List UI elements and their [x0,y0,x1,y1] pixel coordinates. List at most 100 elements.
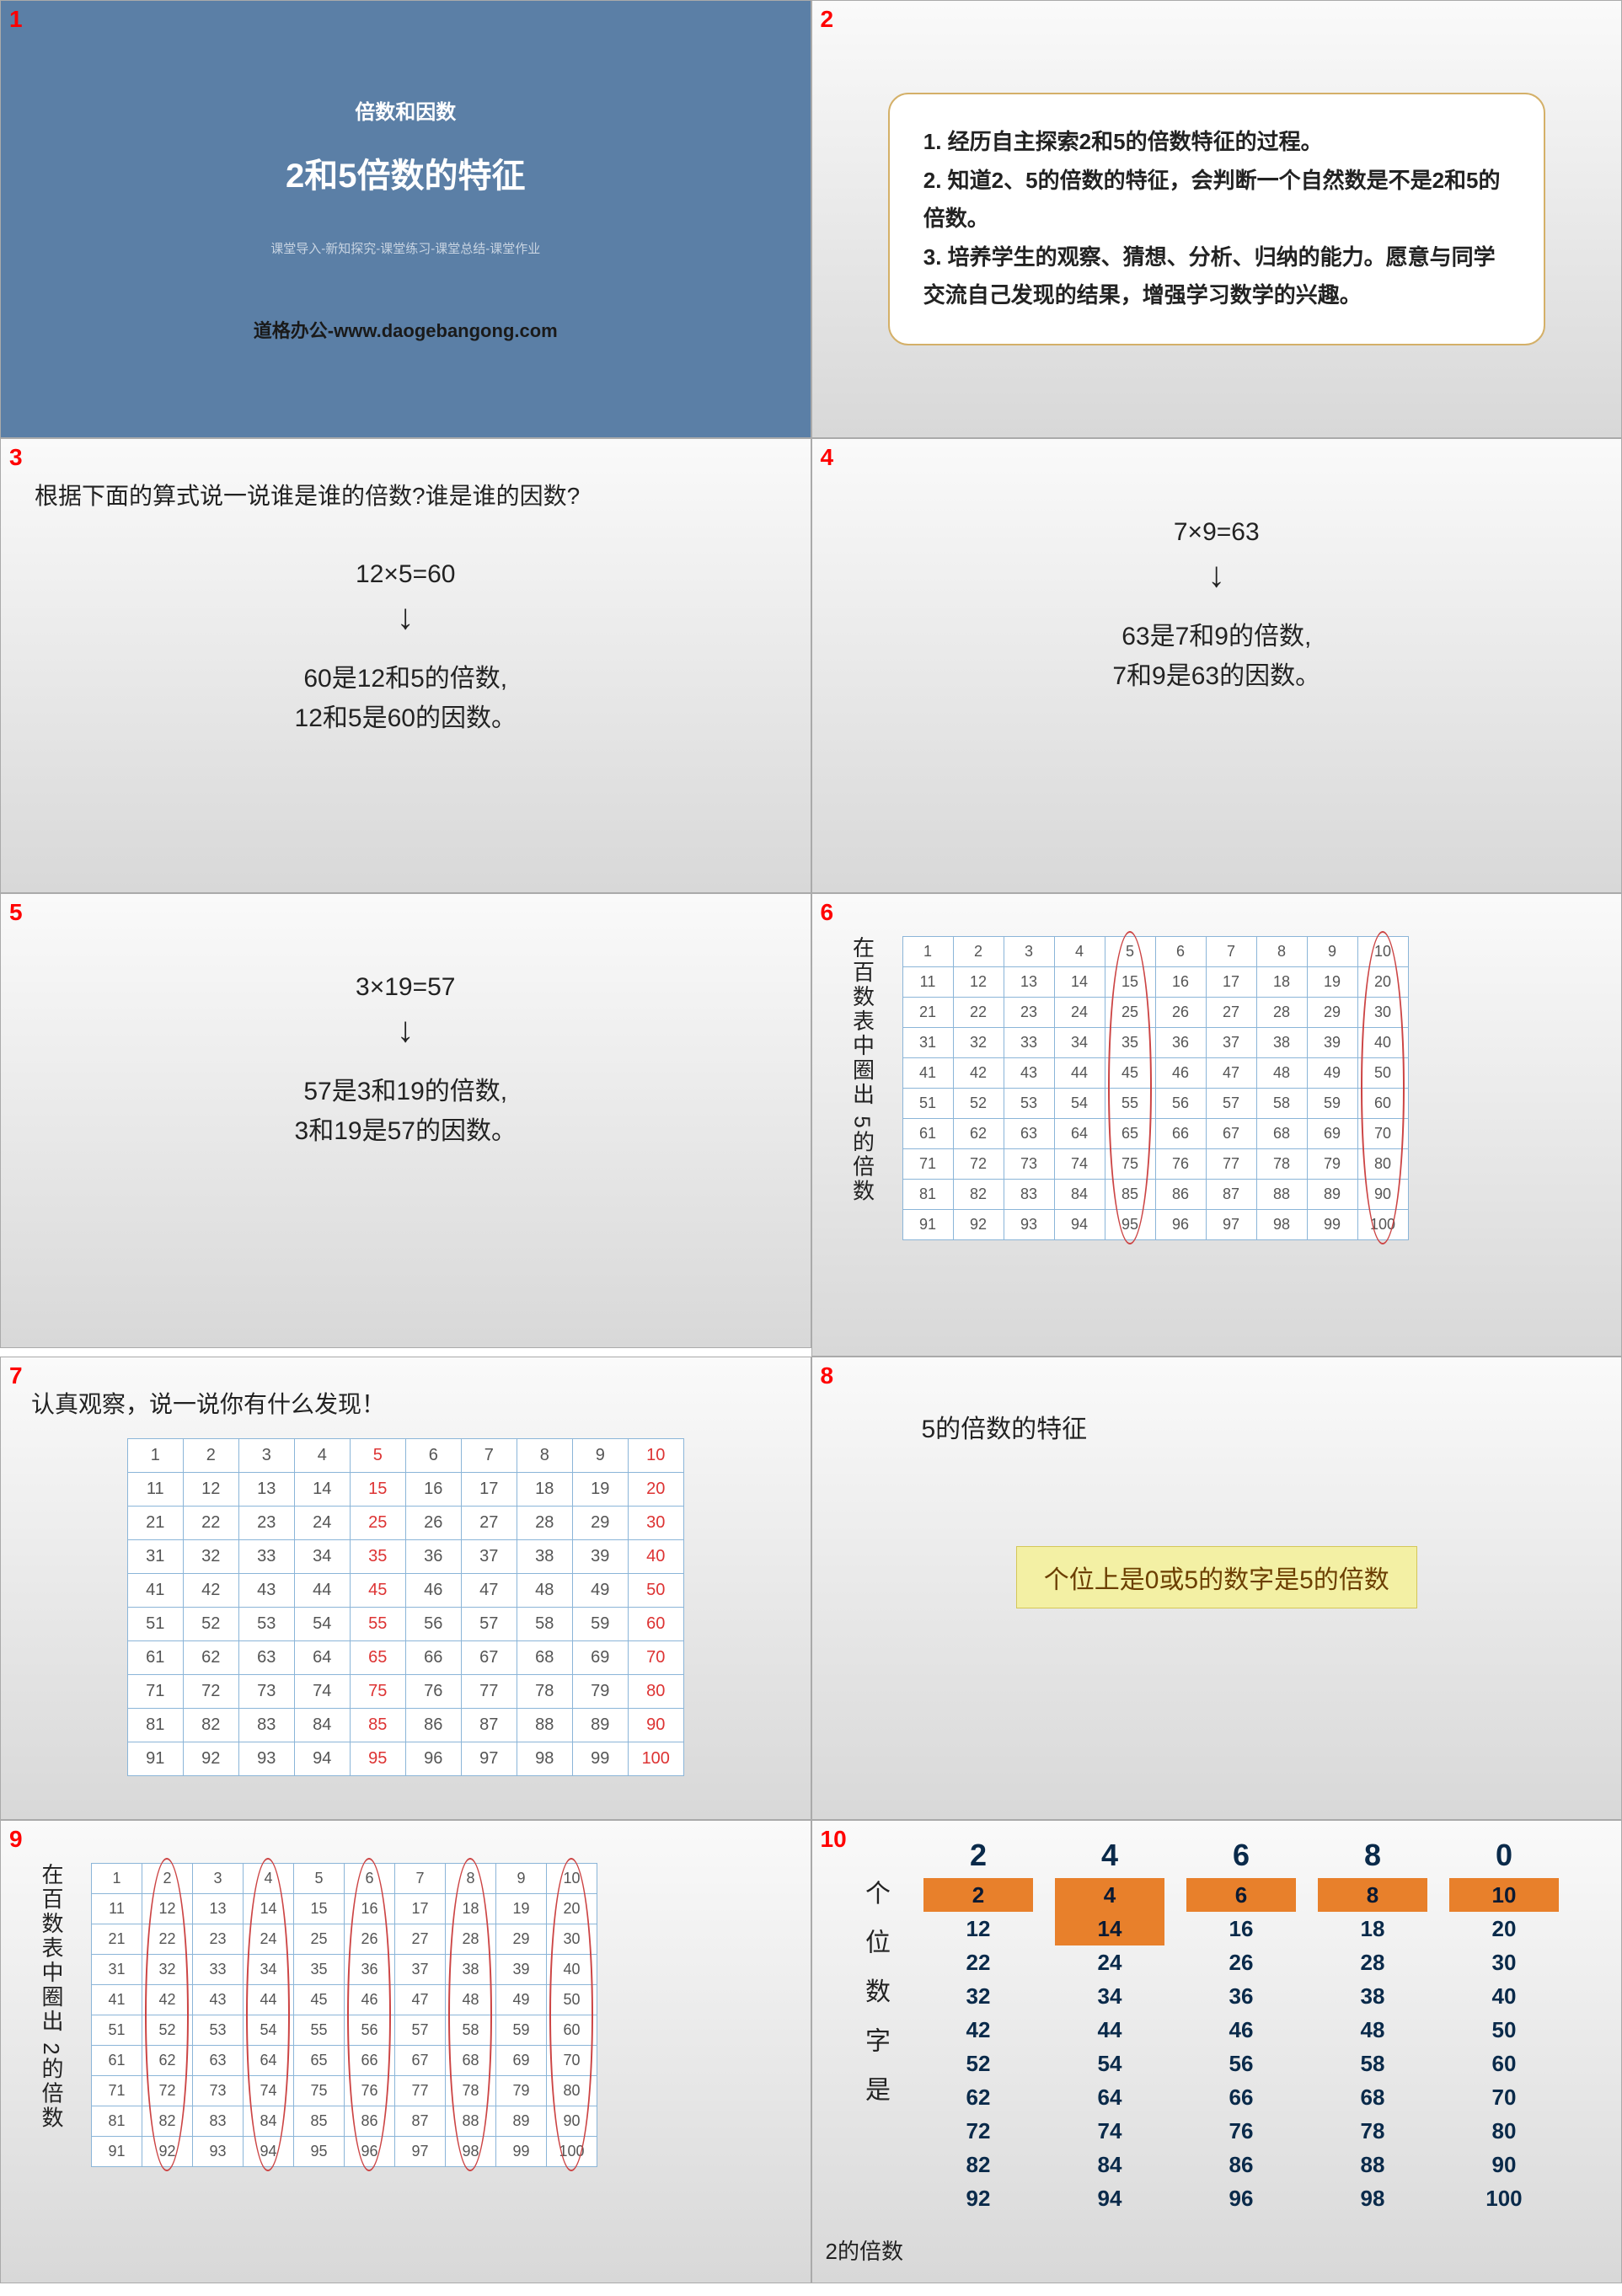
cell: 91 [902,1210,953,1240]
number-cell: 86 [1186,2148,1296,2181]
hundred-table: 1234567891011121314151617181920212223242… [902,936,1409,1240]
cell: 65 [350,1641,405,1675]
cell: 9 [1307,937,1357,967]
number-cell: 88 [1318,2148,1427,2181]
number-cell: 78 [1318,2114,1427,2148]
cell: 83 [238,1709,294,1742]
number-cell: 72 [923,2114,1033,2148]
number-cell: 48 [1318,2013,1427,2047]
number-cell: 100 [1449,2181,1559,2215]
cell: 56 [1155,1089,1206,1119]
cell: 70 [547,2046,597,2076]
objectives-card: 1. 经历自主探索2和5的倍数特征的过程。2. 知道2、5的倍数的特征，会判断一… [888,93,1545,345]
cell: 86 [345,2106,395,2137]
cell: 4 [244,1864,294,1894]
cell: 33 [238,1540,294,1574]
number-cell: 92 [923,2181,1033,2215]
cell: 48 [1256,1058,1307,1089]
cell: 43 [193,1985,244,2015]
cell: 27 [395,1924,446,1955]
cell: 2 [953,937,1004,967]
cell: 77 [1206,1149,1256,1180]
cell: 60 [1357,1089,1408,1119]
cell: 44 [1054,1058,1105,1089]
cell: 99 [496,2137,547,2167]
cell: 52 [142,2015,193,2046]
cell: 68 [1256,1119,1307,1149]
cell: 31 [902,1028,953,1058]
cell: 70 [1357,1119,1408,1149]
hundred-table: 1234567891011121314151617181920212223242… [91,1863,597,2167]
cell: 22 [142,1924,193,1955]
number-cell: 56 [1186,2047,1296,2080]
cell: 49 [496,1985,547,2015]
cell: 97 [1206,1210,1256,1240]
cell: 37 [461,1540,517,1574]
number-cell: 94 [1055,2181,1164,2215]
number-cell: 58 [1318,2047,1427,2080]
number-cell: 76 [1186,2114,1296,2148]
cell: 95 [350,1742,405,1776]
cell: 56 [345,2015,395,2046]
cell: 50 [628,1574,683,1608]
number-cell: 24 [1055,1945,1164,1979]
cell: 34 [1054,1028,1105,1058]
cell: 51 [127,1608,183,1641]
cell: 43 [1004,1058,1054,1089]
cell: 67 [461,1641,517,1675]
cell: 31 [127,1540,183,1574]
slide-number: 9 [9,1826,23,1853]
cell: 96 [1155,1210,1206,1240]
cell: 17 [395,1894,446,1924]
cell: 56 [405,1608,461,1641]
cell: 80 [547,2076,597,2106]
cell: 94 [294,1742,350,1776]
cell: 24 [244,1924,294,1955]
cell: 12 [183,1473,238,1507]
cell: 88 [446,2106,496,2137]
digit-columns: 2212223242526272829244142434445464748494… [923,1838,1596,2266]
cell: 69 [496,2046,547,2076]
number-cell: 44 [1055,2013,1164,2047]
cell: 7 [1206,937,1256,967]
number-cell: 60 [1449,2047,1559,2080]
cell: 52 [183,1608,238,1641]
cell: 41 [127,1574,183,1608]
cell: 25 [1105,998,1155,1028]
cell: 46 [345,1985,395,2015]
cell: 10 [628,1439,683,1473]
cell: 39 [1307,1028,1357,1058]
cell: 19 [1307,967,1357,998]
number-cell: 40 [1449,1979,1559,2013]
slide-10: 10 个 位 数 字 是 2的倍数 2212223242526272829244… [811,1820,1622,2283]
number-cell: 22 [923,1945,1033,1979]
cell: 93 [1004,1210,1054,1240]
number-cell: 32 [923,1979,1033,2013]
cell: 61 [127,1641,183,1675]
cell: 71 [127,1675,183,1709]
cell: 17 [461,1473,517,1507]
cell: 87 [461,1709,517,1742]
cell: 7 [395,1864,446,1894]
cell: 60 [628,1608,683,1641]
cell: 41 [92,1985,142,2015]
hundred-table-wrap: 1234567891011121314151617181920212223242… [902,936,1409,1240]
cell: 92 [953,1210,1004,1240]
column-head: 6 [1233,1838,1250,1873]
number-cell: 2 [923,1878,1033,1912]
cell: 55 [1105,1089,1155,1119]
cell: 71 [902,1149,953,1180]
cell: 94 [244,2137,294,2167]
slide-number: 8 [821,1362,834,1389]
answer-text: 60是12和5的倍数,12和5是60的因数。 [295,660,517,738]
slide-7: 7 认真观察，说一说你有什么发现！ 1234567891011121314151… [0,1357,811,1820]
cell: 72 [142,2076,193,2106]
cell: 11 [92,1894,142,1924]
cell: 83 [193,2106,244,2137]
cell: 86 [405,1709,461,1742]
down-arrow-icon: ↓ [1207,557,1225,592]
column-head: 0 [1496,1838,1512,1873]
cell: 13 [193,1894,244,1924]
hundred-table: 1234567891011121314151617181920212223242… [127,1438,684,1776]
instruction-vertical: 在百数表中圈出 2的倍数 [35,1863,67,2131]
